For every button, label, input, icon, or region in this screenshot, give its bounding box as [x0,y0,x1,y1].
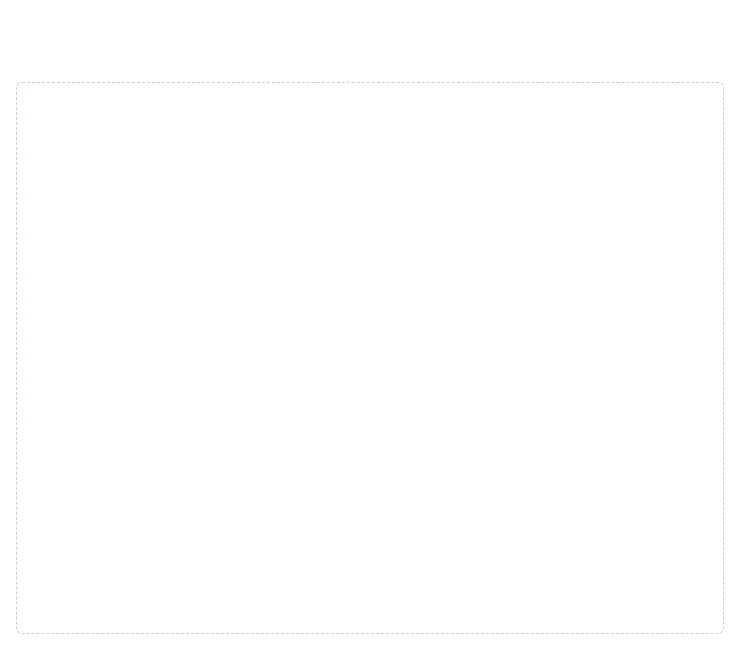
page-title [16,16,724,40]
page-subtitle [16,52,724,70]
content-area [16,82,724,634]
